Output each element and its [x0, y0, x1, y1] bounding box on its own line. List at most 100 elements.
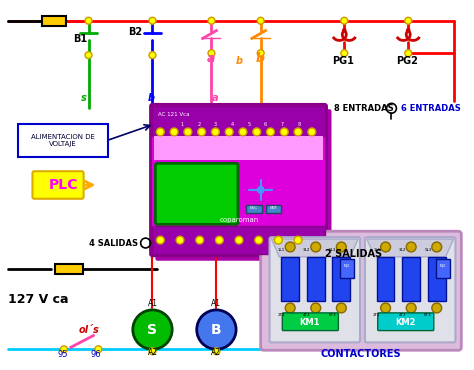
Text: 2 SALIDAS: 2 SALIDAS — [325, 249, 382, 259]
Text: 4: 4 — [230, 122, 234, 127]
Text: a: a — [211, 93, 218, 103]
Circle shape — [406, 303, 416, 313]
Circle shape — [170, 128, 178, 136]
Circle shape — [85, 52, 92, 58]
Circle shape — [280, 128, 288, 136]
Circle shape — [294, 128, 302, 136]
Circle shape — [432, 242, 442, 252]
Text: 6T3: 6T3 — [424, 313, 432, 317]
Text: A1: A1 — [147, 299, 157, 308]
Circle shape — [208, 50, 215, 57]
Bar — [436, 259, 449, 279]
Circle shape — [149, 52, 156, 58]
Circle shape — [61, 346, 67, 353]
Text: 5: 5 — [247, 122, 250, 127]
Text: 2T1: 2T1 — [277, 313, 285, 317]
Text: ol´s: ol´s — [79, 324, 100, 334]
Text: PLC: PLC — [49, 178, 79, 192]
Text: B: B — [211, 323, 222, 337]
Text: 8 ENTRADAS: 8 ENTRADAS — [335, 104, 394, 113]
Text: 8: 8 — [298, 122, 301, 127]
Circle shape — [95, 346, 102, 353]
Bar — [428, 257, 446, 301]
Circle shape — [381, 303, 391, 313]
FancyBboxPatch shape — [283, 313, 338, 330]
FancyBboxPatch shape — [155, 109, 331, 261]
Circle shape — [149, 17, 156, 24]
Circle shape — [341, 17, 348, 24]
Circle shape — [253, 128, 261, 136]
Circle shape — [149, 348, 156, 355]
Text: 3L2: 3L2 — [399, 248, 406, 252]
Circle shape — [184, 128, 192, 136]
Text: ESC: ESC — [250, 206, 258, 210]
Text: coparoman: coparoman — [219, 218, 259, 223]
Text: 6T3: 6T3 — [328, 313, 337, 317]
Bar — [265, 205, 282, 212]
Circle shape — [266, 128, 274, 136]
Text: b: b — [147, 93, 155, 103]
Text: b: b — [256, 52, 265, 65]
Circle shape — [311, 303, 321, 313]
FancyBboxPatch shape — [365, 237, 456, 342]
Circle shape — [257, 186, 264, 194]
Text: 3: 3 — [214, 122, 217, 127]
Circle shape — [311, 242, 321, 252]
Text: 6: 6 — [264, 122, 267, 127]
Text: 2: 2 — [197, 122, 200, 127]
Circle shape — [337, 242, 346, 252]
Bar — [307, 257, 325, 301]
FancyBboxPatch shape — [18, 124, 108, 158]
FancyBboxPatch shape — [155, 164, 238, 224]
Text: KM2: KM2 — [395, 318, 416, 327]
Circle shape — [341, 50, 348, 57]
Circle shape — [208, 17, 215, 24]
Circle shape — [239, 128, 247, 136]
Text: A2: A2 — [211, 348, 221, 357]
FancyBboxPatch shape — [270, 237, 360, 342]
Bar — [340, 259, 354, 279]
Circle shape — [405, 17, 411, 24]
Circle shape — [255, 236, 263, 244]
Text: A2: A2 — [147, 348, 157, 357]
FancyBboxPatch shape — [261, 231, 461, 350]
Text: CONTACTORES: CONTACTORES — [321, 349, 401, 359]
Circle shape — [285, 303, 295, 313]
Circle shape — [211, 128, 219, 136]
Circle shape — [198, 128, 206, 136]
Circle shape — [133, 310, 172, 349]
Bar — [282, 257, 299, 301]
Text: 2T1: 2T1 — [373, 313, 381, 317]
Bar — [42, 16, 66, 26]
Circle shape — [308, 128, 316, 136]
FancyBboxPatch shape — [378, 313, 434, 330]
Bar — [377, 257, 394, 301]
Bar — [155, 136, 323, 161]
Text: s: s — [81, 93, 86, 103]
Text: S: S — [147, 323, 157, 337]
Bar — [55, 264, 82, 273]
Circle shape — [405, 50, 411, 57]
Circle shape — [432, 303, 442, 313]
Circle shape — [274, 236, 283, 244]
Text: PG1: PG1 — [332, 56, 355, 66]
Circle shape — [381, 242, 391, 252]
Text: a: a — [207, 52, 215, 65]
Circle shape — [196, 236, 204, 244]
Text: 127 V ca: 127 V ca — [8, 293, 68, 306]
Text: PG2: PG2 — [396, 56, 418, 66]
Circle shape — [156, 128, 164, 136]
Text: 1L1: 1L1 — [278, 248, 285, 252]
Text: NO: NO — [439, 264, 446, 268]
Text: 96: 96 — [91, 350, 101, 359]
Circle shape — [85, 17, 92, 24]
Text: ALIMENTACION DE
VOLTAJE: ALIMENTACION DE VOLTAJE — [31, 134, 95, 147]
Bar — [246, 205, 262, 212]
Text: A1: A1 — [211, 299, 221, 308]
Circle shape — [176, 236, 184, 244]
Text: 5L3: 5L3 — [329, 248, 336, 252]
Text: AC 121 Vca: AC 121 Vca — [158, 112, 190, 117]
Circle shape — [215, 236, 223, 244]
Bar — [153, 226, 325, 254]
Text: b: b — [236, 56, 243, 66]
